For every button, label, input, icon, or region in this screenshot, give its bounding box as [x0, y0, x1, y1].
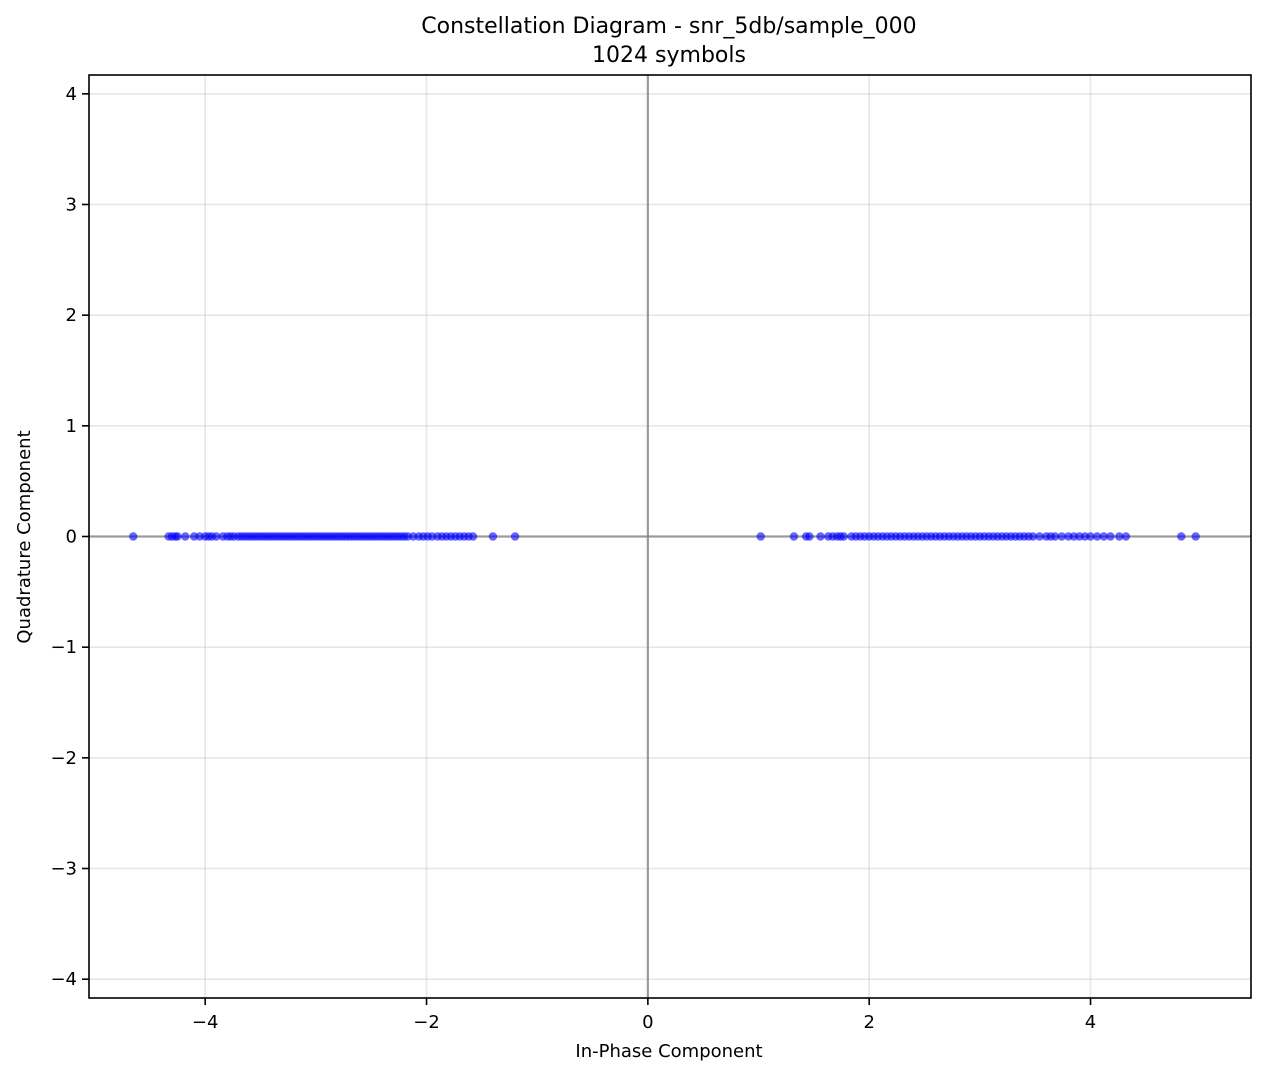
data-point	[1035, 532, 1044, 541]
y-tick-label: 1	[66, 416, 77, 437]
x-tick-label: 4	[1085, 1012, 1096, 1033]
x-tick-label: −4	[192, 1012, 219, 1033]
x-tick-label: 0	[642, 1012, 653, 1033]
chart-subtitle: 1024 symbols	[592, 43, 746, 68]
axis-ticks: −4 −2 0 2 4 −4 −3 −2 −1 0 1 2 3 4	[50, 84, 1096, 1033]
chart-title: Constellation Diagram - snr_5db/sample_0…	[421, 14, 916, 39]
data-point	[129, 532, 138, 541]
data-point	[1177, 532, 1186, 541]
data-point	[1086, 532, 1095, 541]
data-point	[488, 532, 498, 541]
y-tick-label: 4	[66, 84, 77, 105]
data-point	[805, 532, 814, 541]
data-point	[510, 532, 520, 541]
data-point	[816, 532, 825, 541]
y-tick-label: −4	[50, 969, 77, 990]
data-point	[468, 532, 478, 541]
data-point	[756, 532, 765, 541]
data-point	[1121, 532, 1131, 541]
data-point	[1191, 532, 1200, 541]
y-tick-label: 0	[66, 527, 77, 548]
data-point	[181, 532, 190, 541]
data-point	[1057, 532, 1066, 541]
data-point	[1050, 532, 1060, 541]
y-tick-label: 2	[66, 305, 77, 326]
data-point	[839, 532, 848, 541]
data-point	[1115, 532, 1124, 541]
data-points	[129, 532, 1200, 541]
data-point	[1106, 532, 1115, 541]
data-point	[1092, 532, 1102, 541]
data-point	[173, 532, 182, 541]
x-tick-label: 2	[863, 1012, 874, 1033]
y-tick-label: −2	[50, 748, 77, 769]
y-tick-label: 3	[66, 194, 77, 215]
data-point	[789, 532, 799, 541]
data-point	[1099, 532, 1109, 541]
y-axis-label: Quadrature Component	[14, 430, 35, 643]
data-point	[1028, 532, 1038, 541]
x-tick-label: −2	[413, 1012, 440, 1033]
x-axis-label: In-Phase Component	[575, 1041, 762, 1062]
y-tick-label: −3	[50, 859, 77, 880]
data-point	[212, 532, 221, 541]
y-tick-label: −1	[50, 637, 77, 658]
